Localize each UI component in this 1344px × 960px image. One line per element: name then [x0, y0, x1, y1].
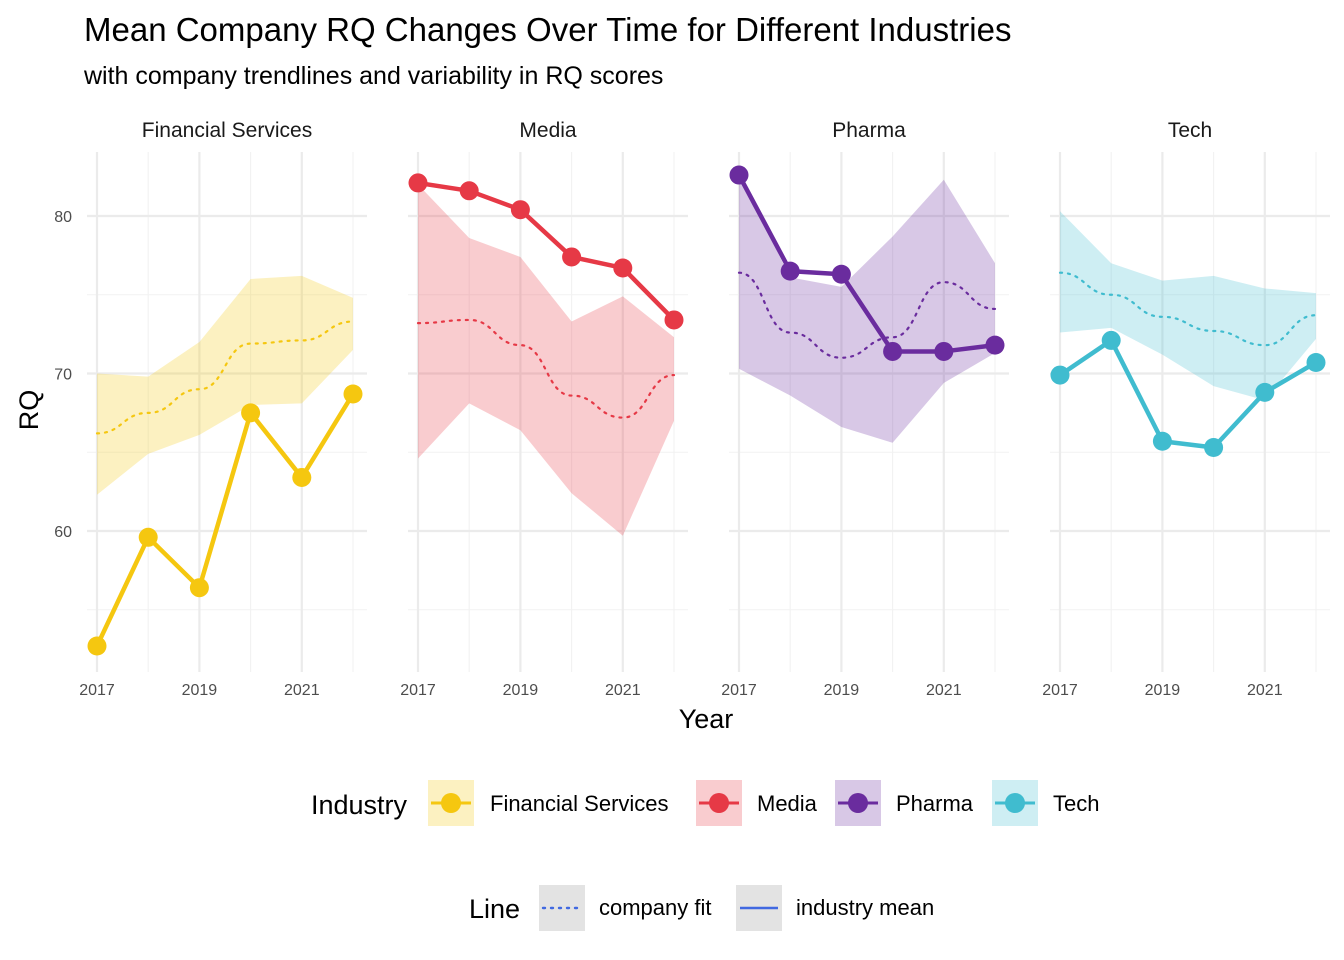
- y-tick-label: 70: [54, 367, 72, 384]
- industry-mean-point: [1255, 382, 1275, 402]
- industry-mean-point: [459, 181, 479, 201]
- industry-mean-point: [1306, 352, 1326, 372]
- company-fit-line: [1058, 271, 1318, 347]
- x-tick-label: 2019: [182, 682, 218, 699]
- industry-mean-point: [934, 341, 954, 361]
- industry-mean-point: [883, 341, 903, 361]
- x-tick-label: 2019: [824, 682, 860, 699]
- legend-key-tech: [992, 780, 1038, 826]
- x-tick-label: 2021: [1247, 682, 1283, 699]
- x-tick-label: 2017: [1042, 682, 1078, 699]
- variability-band: [418, 184, 674, 536]
- facet-panel-financial-services: Financial Services 2017 2019 2021: [79, 119, 367, 699]
- legend-line: Line company fit industry mean: [469, 885, 934, 931]
- industry-mean-point: [664, 310, 684, 330]
- chart-title: Mean Company RQ Changes Over Time for Di…: [84, 11, 1011, 48]
- legend-label: Pharma: [896, 791, 974, 816]
- industry-mean-point: [292, 467, 312, 487]
- y-tick-label: 60: [54, 524, 72, 541]
- legend-label: company fit: [599, 895, 712, 920]
- y-tick-label: 80: [54, 209, 72, 226]
- industry-mean-point: [343, 384, 363, 404]
- x-tick-label: 2017: [400, 682, 436, 699]
- industry-mean-point: [780, 261, 800, 281]
- x-tick-label: 2017: [721, 682, 757, 699]
- industry-mean-point: [613, 258, 633, 278]
- legend-title-line: Line: [469, 894, 520, 924]
- legend-label: Financial Services: [490, 791, 669, 816]
- legend-key-pharma: [835, 780, 881, 826]
- legend-label: Media: [757, 791, 818, 816]
- industry-mean-point: [408, 173, 428, 193]
- industry-mean-point: [729, 165, 749, 185]
- x-tick-label: 2021: [926, 682, 962, 699]
- legend-key-industry-mean: [736, 885, 782, 931]
- industry-mean-point: [189, 578, 209, 598]
- facet-panels: Financial Services 2017 2019 2021 Media 2017 2…: [54, 119, 1330, 699]
- company-fit-line: [95, 320, 355, 435]
- legend-key-media: [696, 780, 742, 826]
- y-axis-title: RQ: [14, 390, 44, 431]
- company-fit-line: [737, 271, 997, 359]
- legend-key-point: [1005, 793, 1025, 813]
- facet-panel-media: Media 2017 2019 2021: [400, 119, 688, 699]
- facet-strip-label: Pharma: [832, 119, 906, 142]
- legend-label: industry mean: [796, 895, 934, 920]
- industry-mean-point: [1152, 431, 1172, 451]
- industry-mean-point: [241, 403, 261, 423]
- legend-key-company-fit: [539, 885, 585, 931]
- industry-mean-point: [510, 200, 530, 220]
- x-tick-label: 2017: [79, 682, 115, 699]
- chart-subtitle: with company trendlines and variability …: [83, 62, 663, 90]
- industry-mean-line: [1058, 338, 1318, 450]
- industry-mean-point: [985, 335, 1005, 355]
- variability-band: [1060, 211, 1316, 401]
- facet-strip-label: Financial Services: [142, 119, 312, 142]
- legend-key-financial-services: [428, 780, 474, 826]
- industry-mean-point: [831, 264, 851, 284]
- industry-mean-point: [138, 527, 158, 547]
- x-tick-label: 2019: [1145, 682, 1181, 699]
- industry-mean-point: [87, 636, 107, 656]
- x-tick-label: 2021: [605, 682, 641, 699]
- legend-key-point: [441, 793, 461, 813]
- legend-title-industry: Industry: [311, 790, 408, 820]
- legend-label: Tech: [1053, 791, 1099, 816]
- facet-panel-tech: Tech 2017 2019 2021: [1042, 119, 1330, 699]
- facet-strip-label: Tech: [1168, 119, 1212, 142]
- industry-mean-point: [1101, 330, 1121, 350]
- industry-mean-line: [94, 392, 355, 647]
- variability-band: [97, 275, 353, 495]
- facet-strip-label: Media: [519, 119, 577, 142]
- facet-panel-pharma: Pharma 2017 2019 2021: [721, 119, 1009, 699]
- x-tick-label: 2021: [284, 682, 320, 699]
- industry-mean-point: [562, 247, 582, 267]
- x-axis-title: Year: [679, 704, 734, 734]
- x-tick-label: 2019: [503, 682, 539, 699]
- legend-key-point: [848, 793, 868, 813]
- industry-mean-point: [1204, 438, 1224, 458]
- legend-key-point: [709, 793, 729, 813]
- legend-industry: Industry Financial Services Media Pharma Tec…: [311, 780, 1099, 826]
- industry-mean-point: [1050, 365, 1070, 385]
